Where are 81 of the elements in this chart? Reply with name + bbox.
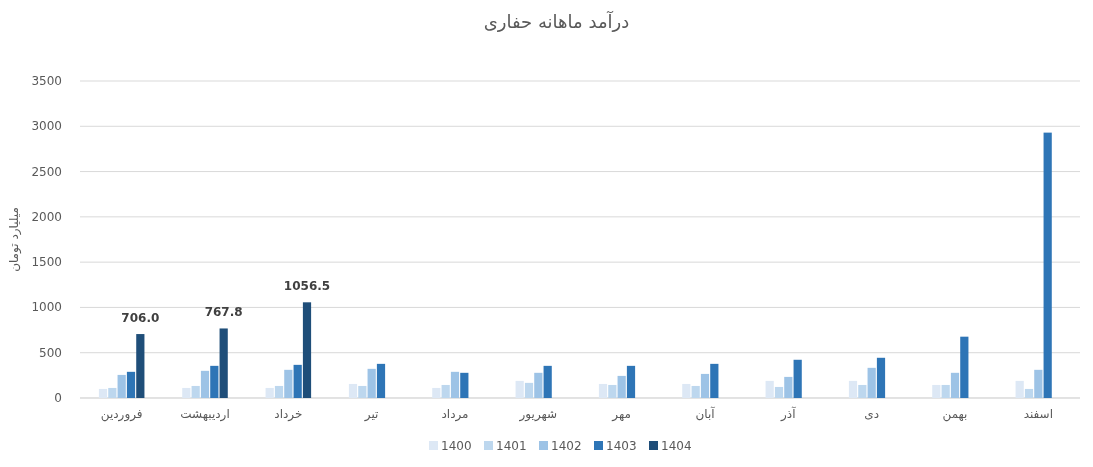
bar bbox=[950, 372, 960, 398]
x-tick-label: شهریور bbox=[518, 407, 558, 422]
chart-title: درآمد ماهانه حفاری bbox=[483, 10, 630, 32]
x-tick-label: اردیبهشت bbox=[180, 407, 230, 422]
legend-label: 1404 bbox=[661, 439, 692, 453]
y-axis-title: میلیارد تومان bbox=[7, 207, 22, 272]
bar bbox=[200, 370, 210, 398]
legend-label: 1401 bbox=[496, 439, 527, 453]
y-tick-label: 3000 bbox=[31, 119, 62, 134]
x-tick-label: مرداد bbox=[441, 407, 469, 422]
bar bbox=[358, 385, 367, 398]
bar bbox=[941, 384, 950, 398]
bar bbox=[626, 365, 636, 398]
y-tick-label: 2000 bbox=[31, 209, 62, 224]
y-tick-label: 1500 bbox=[31, 255, 62, 270]
bar bbox=[534, 372, 543, 398]
bar bbox=[1015, 380, 1024, 398]
legend-label: 1403 bbox=[606, 439, 637, 453]
x-tick-label: آذر bbox=[780, 406, 797, 422]
bar bbox=[450, 371, 460, 398]
legend-label: 1400 bbox=[441, 439, 472, 453]
legend-label: 1402 bbox=[551, 439, 582, 453]
bar bbox=[858, 384, 867, 398]
bar bbox=[848, 380, 858, 398]
bar bbox=[867, 367, 876, 398]
bar bbox=[598, 383, 608, 398]
bar bbox=[932, 384, 941, 398]
bar bbox=[515, 380, 524, 398]
bar bbox=[98, 388, 108, 398]
bar bbox=[432, 387, 441, 398]
bar bbox=[441, 384, 450, 398]
bar bbox=[108, 387, 117, 398]
x-tick-label: اسفند bbox=[1023, 407, 1054, 421]
bar bbox=[117, 374, 126, 398]
x-tick-label: بهمن bbox=[942, 407, 968, 422]
data-label: 767.8 bbox=[204, 305, 243, 320]
bar bbox=[191, 385, 200, 398]
y-tick-label: 2500 bbox=[31, 164, 62, 179]
bar bbox=[765, 380, 774, 398]
bar bbox=[960, 336, 969, 398]
bar bbox=[1034, 369, 1043, 398]
data-label: 1056.5 bbox=[283, 279, 331, 294]
bar bbox=[274, 385, 284, 398]
bar bbox=[284, 369, 293, 398]
bar bbox=[126, 371, 136, 398]
bar bbox=[617, 375, 626, 398]
bar bbox=[460, 372, 469, 398]
x-tick-label: فروردین bbox=[100, 407, 143, 422]
data-label: 706.0 bbox=[121, 311, 160, 326]
bar bbox=[691, 385, 700, 398]
bar bbox=[1024, 388, 1034, 398]
x-tick-label: تیر bbox=[363, 407, 379, 422]
y-tick-label: 3500 bbox=[31, 74, 62, 88]
bar bbox=[219, 328, 228, 398]
bar bbox=[182, 387, 191, 398]
bar bbox=[543, 365, 552, 398]
y-tick-label: 1000 bbox=[31, 300, 62, 315]
bar bbox=[376, 363, 386, 398]
bar bbox=[524, 382, 534, 398]
y-tick-label: 500 bbox=[39, 345, 62, 360]
bar bbox=[774, 386, 784, 398]
bar bbox=[784, 376, 793, 398]
bar bbox=[293, 364, 302, 398]
x-tick-label: دی bbox=[864, 407, 880, 421]
bar bbox=[608, 384, 617, 398]
bar bbox=[876, 357, 886, 398]
bar bbox=[682, 383, 691, 398]
x-tick-label: آبان bbox=[695, 406, 716, 421]
bar bbox=[1043, 132, 1052, 398]
bar bbox=[302, 302, 312, 398]
y-tick-label: 0 bbox=[54, 391, 62, 405]
bar bbox=[348, 383, 358, 398]
bar bbox=[265, 387, 274, 398]
bar bbox=[210, 365, 219, 398]
bar bbox=[367, 368, 376, 398]
bar bbox=[136, 334, 145, 398]
bar bbox=[710, 363, 719, 398]
x-tick-label: خرداد bbox=[274, 407, 303, 422]
x-tick-label: مهر bbox=[611, 407, 631, 422]
bar bbox=[793, 359, 802, 398]
bar bbox=[700, 373, 710, 398]
